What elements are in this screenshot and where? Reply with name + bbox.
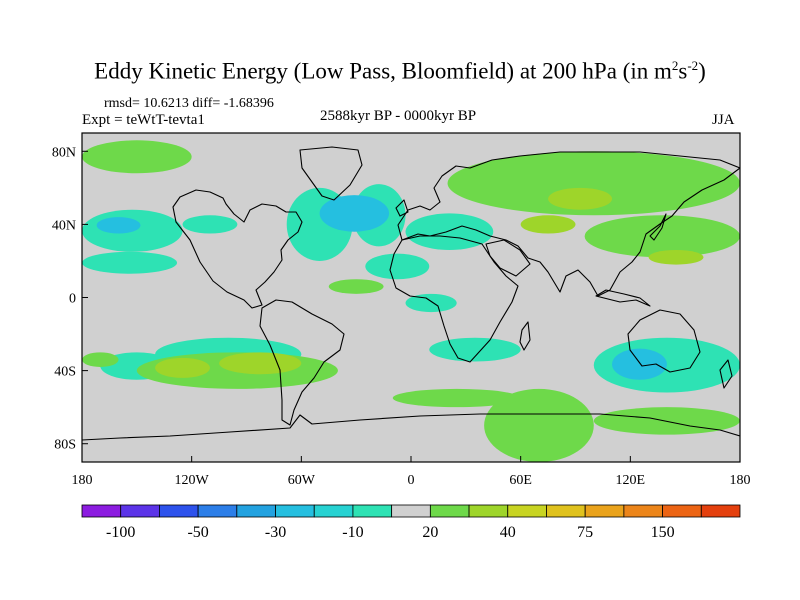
x-tick-label-4: 60E [509, 473, 532, 488]
anomaly-region-15 [447, 151, 740, 216]
coastline-eurasia [397, 151, 740, 297]
x-tick-label-0: 180 [72, 473, 93, 488]
y-tick-label-4: 80S [54, 438, 76, 453]
y-axis: 80N 40N 0 40S 80S [52, 145, 88, 453]
colorbar-box-16 [700, 504, 741, 518]
colorbar-box-2 [159, 504, 199, 518]
anomaly-region-13 [612, 348, 667, 380]
colorbar-label-1: -50 [187, 524, 208, 541]
colorbar-box-6 [313, 504, 354, 518]
colorbar-box-5 [275, 504, 315, 518]
anomaly-region-25 [392, 388, 521, 408]
anomaly-region-27 [328, 279, 384, 294]
coastline-uk [395, 199, 409, 217]
colorbar-box-10 [468, 504, 509, 518]
figure-title: Eddy Kinetic Energy (Low Pass, Bloomfiel… [94, 58, 706, 84]
colorbar-box-3 [197, 504, 238, 518]
anomaly-region-16 [584, 215, 740, 258]
coastline-indonesia [595, 289, 651, 307]
x-tick-label-6: 180 [730, 473, 751, 488]
y-tick-label-3: 40S [54, 365, 76, 380]
period-label: 2588kyr BP - 0000kyr BP [320, 108, 477, 124]
y-tick-label-0: 80N [52, 145, 76, 160]
colorbar-label-3: -10 [342, 524, 363, 541]
x-tick-label-5: 120E [616, 473, 646, 488]
anomaly-region-19 [648, 249, 704, 265]
coastline-north-america [172, 189, 303, 309]
colorbar-box-11 [507, 504, 547, 518]
anomaly-region-28 [82, 352, 119, 367]
x-tick-label-3: 0 [408, 473, 415, 488]
colorbar-box-14 [623, 504, 663, 518]
colorbar-label-2: -30 [265, 524, 286, 541]
anomaly-region-20 [82, 140, 192, 174]
coastlines [82, 146, 740, 441]
coastline-south-america [259, 299, 345, 426]
colorbar-label-6: 75 [577, 524, 593, 541]
colorbar-label-7: 150 [651, 524, 675, 541]
anomaly-region-18 [520, 215, 576, 234]
colorbar-box-8 [391, 504, 431, 518]
coastline-antarctica [82, 413, 740, 441]
x-axis: 180 120W 60W 0 60E 120E 180 [72, 456, 751, 488]
anomaly-regions [82, 140, 740, 462]
x-tick-label-1: 120W [175, 473, 210, 488]
colorbar-label-0: -100 [106, 524, 135, 541]
colorbar-box-12 [546, 504, 586, 518]
anomaly-region-6 [319, 195, 390, 232]
colorbar-box-0 [81, 504, 122, 518]
anomaly-region-24 [484, 388, 594, 462]
colorbar-box-1 [120, 504, 160, 518]
colorbar-box-9 [429, 504, 470, 518]
anomaly-region-8 [365, 253, 430, 280]
colorbar: -100 -50 -30 -10 20 40 75 150 [81, 504, 741, 541]
colorbar-box-15 [662, 504, 702, 518]
anomaly-region-1 [182, 215, 238, 234]
coastline-greenland [299, 146, 363, 201]
anomaly-region-11 [429, 337, 521, 362]
coastline-arabia [485, 239, 531, 277]
coastline-japan [649, 213, 667, 241]
coastline-madagascar [519, 321, 531, 351]
experiment-label: Expt = teWtT-tevta1 [82, 112, 205, 128]
colorbar-label-5: 40 [500, 524, 516, 541]
colorbar-box-4 [236, 504, 276, 518]
season-label: JJA [712, 112, 735, 128]
anomaly-region-2 [96, 217, 141, 234]
anomaly-region-14 [405, 293, 457, 313]
anomaly-region-17 [548, 187, 613, 210]
x-tick-label-2: 60W [288, 473, 316, 488]
y-tick-label-1: 40N [52, 218, 76, 233]
anomaly-region-3 [82, 251, 178, 274]
colorbar-box-7 [352, 504, 393, 518]
anomaly-region-23 [219, 352, 302, 375]
colorbar-box-13 [584, 504, 625, 518]
colorbar-label-4: 20 [422, 524, 438, 541]
y-tick-label-2: 0 [69, 292, 76, 307]
coastline-australia [627, 309, 701, 373]
coastline-new-zealand [719, 359, 733, 389]
stats-label: rmsd= 10.6213 diff= -1.68396 [104, 96, 274, 111]
coastline-africa [389, 235, 519, 363]
anomaly-region-22 [155, 357, 210, 378]
